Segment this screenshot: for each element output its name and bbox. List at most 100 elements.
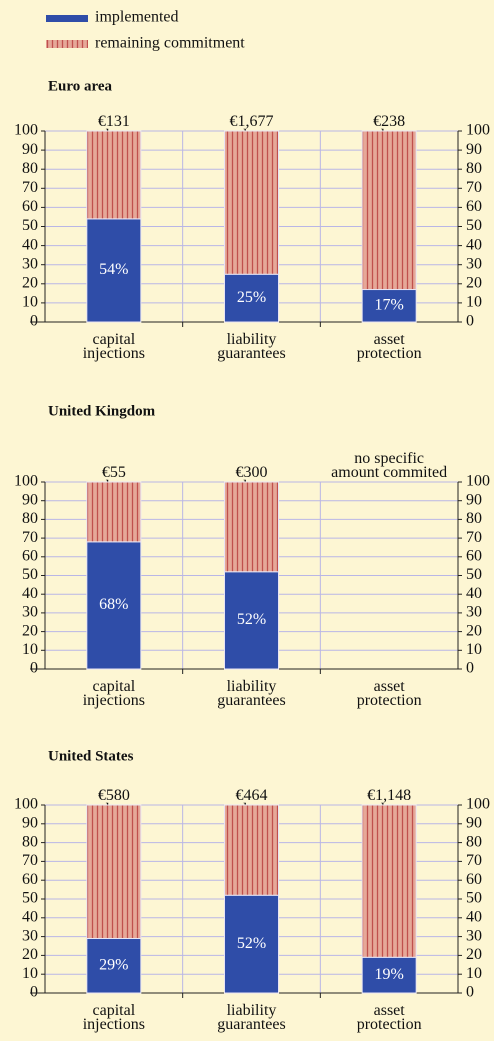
bar-segment [361,804,417,958]
bar-segment [224,481,279,573]
y-tick-label: 30 [466,255,482,272]
x-tick-label: capital injections [83,331,145,362]
bar-segment [224,130,279,275]
y-tick-label: 30 [22,255,38,272]
y-tick-label: 40 [22,236,38,253]
y-tick-label: 50 [466,217,482,234]
y-tick-label: 80 [22,160,38,177]
y-tick-label: 70 [466,852,482,869]
y-tick-label: 60 [22,871,38,888]
y-tick-label: 100 [466,473,490,490]
value-label: 52% [237,611,266,628]
y-tick-label: 60 [466,198,482,215]
bar-segment [86,481,142,543]
value-label: 19% [375,966,404,983]
legend-label: implemented [95,9,179,26]
y-tick-label: 80 [22,833,38,850]
y-tick-label: 90 [22,141,38,158]
value-label: 52% [237,935,266,952]
y-tick-label: 0 [466,984,474,1001]
y-tick-label: 50 [22,566,38,583]
y-tick-label: 90 [466,491,482,508]
y-tick-label: 50 [22,890,38,907]
x-tick-label: asset protection [357,678,422,709]
y-tick-label: 20 [22,274,38,291]
y-tick-label: 40 [466,236,482,253]
panel-title: United Kingdom [48,403,156,419]
bar-segment [224,894,279,994]
x-tick-label: capital injections [83,1002,145,1033]
y-tick-label: 40 [466,908,482,925]
x-tick-label: capital injections [83,678,145,709]
value-label: 25% [237,289,266,306]
value-label: 29% [99,956,128,973]
y-tick-label: 80 [466,510,482,527]
bar-segment [361,289,417,323]
panel-title: United States [48,748,134,764]
x-tick-label: liability guarantees [217,678,285,709]
y-tick-label: 30 [22,927,38,944]
y-tick-label: 60 [466,871,482,888]
y-tick-label: 10 [466,965,482,982]
value-label: 17% [375,296,404,313]
y-tick-label: 100 [466,122,490,139]
y-tick-label: 50 [22,217,38,234]
bar-segment [86,218,142,323]
bar-segment [361,956,417,994]
y-tick-label: 0 [30,313,38,330]
y-tick-label: 50 [466,890,482,907]
y-tick-label: 0 [466,660,474,677]
y-tick-label: 0 [466,313,474,330]
y-tick-label: 30 [466,604,482,621]
legend-label: remaining commitment [95,35,245,52]
y-tick-label: 90 [466,814,482,831]
bar-segment [361,130,417,291]
y-tick-label: 0 [30,984,38,1001]
y-tick-label: 20 [22,622,38,639]
y-tick-label: 10 [22,965,38,982]
legend-swatch [46,15,88,22]
y-tick-label: 100 [466,796,490,813]
y-tick-label: 50 [466,566,482,583]
y-tick-label: 100 [14,473,38,490]
y-tick-label: 80 [466,833,482,850]
y-tick-label: 90 [466,141,482,158]
y-tick-label: 20 [466,622,482,639]
y-tick-label: 70 [22,179,38,196]
y-tick-label: 40 [22,585,38,602]
y-tick-label: 100 [14,122,38,139]
y-tick-label: 90 [22,814,38,831]
x-tick-label: liability guarantees [217,331,285,362]
y-tick-label: 80 [466,160,482,177]
value-label: 54% [99,261,128,278]
value-label: 68% [99,596,128,613]
y-tick-label: 90 [22,491,38,508]
x-tick-label: liability guarantees [217,1002,285,1033]
y-tick-label: 100 [14,796,38,813]
y-tick-label: 70 [22,529,38,546]
y-tick-label: 30 [466,927,482,944]
bar-segment [224,804,279,896]
y-tick-label: 20 [466,946,482,963]
bar-segment [86,937,142,994]
y-tick-label: 10 [466,294,482,311]
y-tick-label: 60 [22,198,38,215]
y-tick-label: 0 [30,660,38,677]
y-tick-label: 70 [466,179,482,196]
y-tick-label: 20 [466,274,482,291]
amount-label: no specific amount commited [331,450,447,481]
bar-segment [86,541,142,670]
legend-swatch [46,40,88,48]
y-tick-label: 70 [22,852,38,869]
bar-segment [224,273,279,323]
y-tick-label: 20 [22,946,38,963]
panel-title: Euro area [48,78,113,94]
y-tick-label: 30 [22,604,38,621]
bar-segment [224,571,279,670]
y-tick-label: 10 [22,641,38,658]
y-tick-label: 80 [22,510,38,527]
y-tick-label: 70 [466,529,482,546]
y-tick-label: 10 [22,294,38,311]
bar-segment [86,130,142,220]
